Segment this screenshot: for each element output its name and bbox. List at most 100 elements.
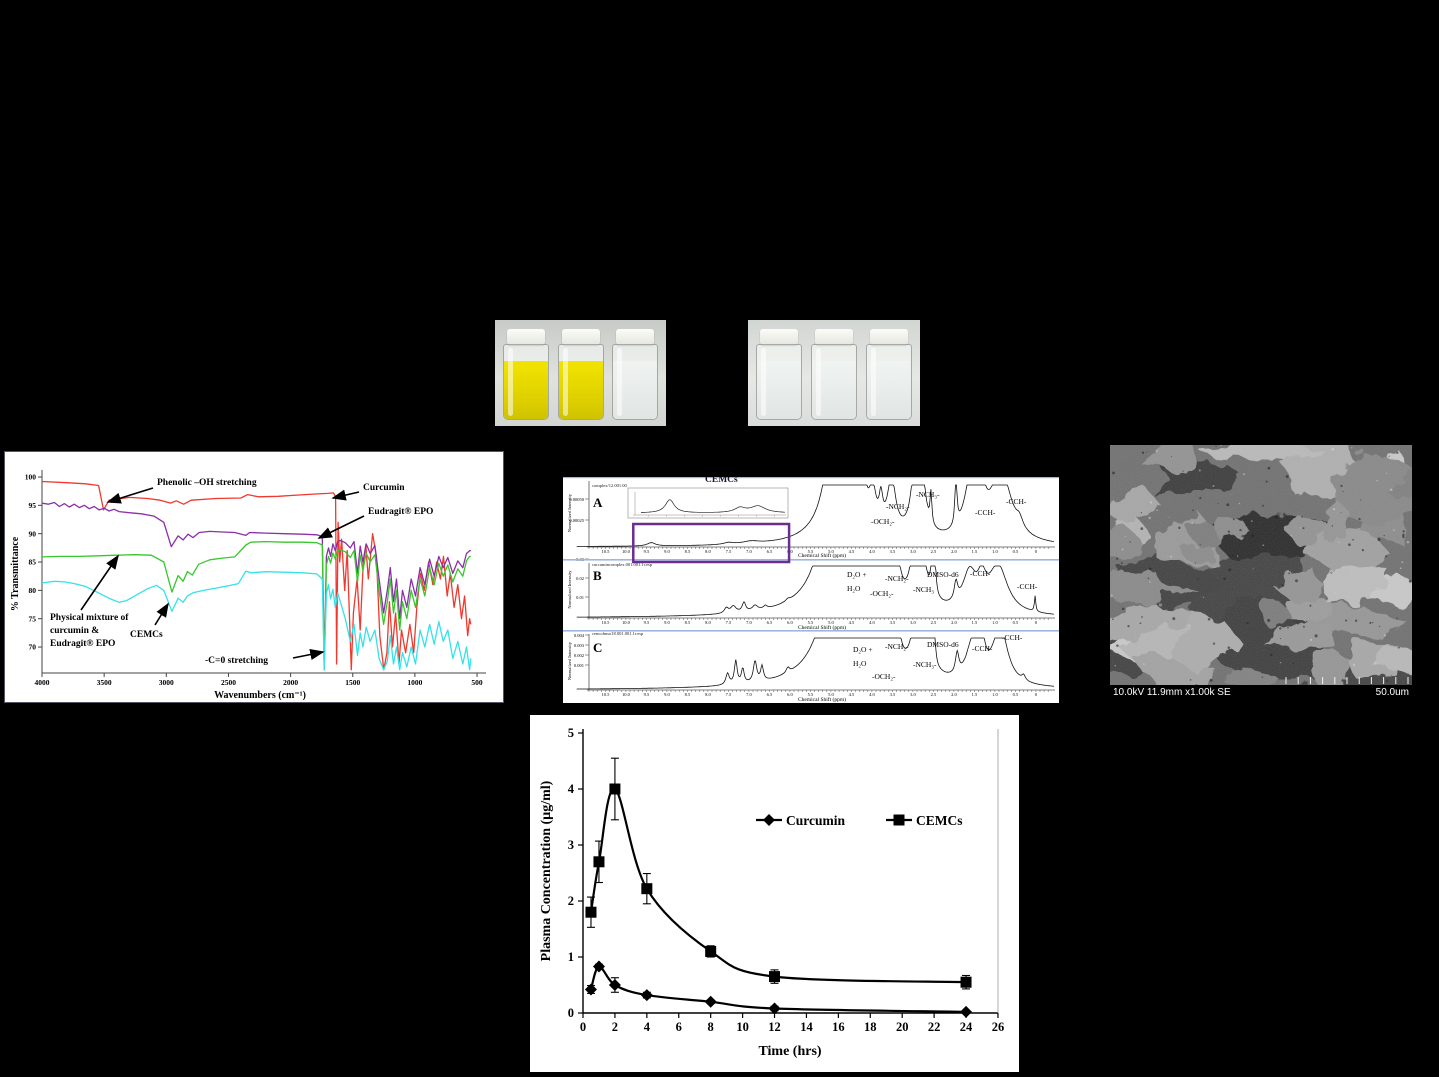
sem-scale-label: 50.0um [1375,687,1409,698]
diamond-marker-icon [763,814,775,826]
nmr-peak-label: -CCH- [1006,497,1027,506]
plasma-xtick: 18 [864,1020,877,1034]
nmr-xtick: 7.0 [746,549,752,554]
plasma-ytick: 3 [568,838,574,852]
nmr-xtick: 7.0 [746,692,752,697]
nmr-xtick: 6.5 [767,692,773,697]
annotation-arrow-icon [154,602,169,626]
nmr-xtick: 5.0 [828,549,834,554]
plasma-series-Curcumin [584,960,973,1018]
nmr-xtick: 4.0 [869,549,875,554]
plasma-xtick: 2 [612,1020,618,1034]
diamond-marker-icon [768,1002,781,1015]
sem-image-panel: 10.0kV 11.9mm x1.00k SE 50.0um [1057,420,1439,711]
nmr-xtick: 8.0 [705,549,711,554]
sem-caption-bar: 10.0kV 11.9mm x1.00k SE 50.0um [1110,685,1412,700]
ftir-ytick: 95 [29,501,37,510]
vial-cap [815,329,853,345]
ftir-series-3 [41,570,472,671]
nmr-xtick: 9.5 [644,692,650,697]
ftir-annotation-text: curcumin & [50,626,99,636]
plasma-legend-label: Curcumin [786,813,846,828]
vial [755,329,803,421]
ftir-ytick: 80 [29,586,37,595]
plasma-ytick: 0 [568,1006,574,1020]
ftir-xtick: 3000 [159,678,174,687]
nmr-xtick: 6.0 [787,620,793,625]
vial-glass [502,344,549,420]
nmr-xtick: 1.5 [972,692,978,697]
nmr-spectrum-C [576,637,1054,690]
vial [502,329,550,421]
vial [865,329,913,421]
vial-liquid-clear [867,361,911,419]
diamond-marker-icon [960,1005,973,1018]
nmr-ytick: 0.01 [576,595,584,600]
nmr-xlabel: Chemical Shift (ppm) [798,624,846,631]
ftir-ytick: 75 [29,614,37,623]
nmr-title-fragment: CEMCs [705,477,738,485]
plasma-legend-label: CEMCs [916,813,963,828]
nmr-peak-label: -CCH- [1017,582,1038,591]
nmr-xtick: 0 [1035,692,1038,697]
nmr-xtick: 5.0 [828,620,834,625]
nmr-xlabel: Chemical Shift (ppm) [798,552,846,559]
annotation-arrow-icon [106,487,154,504]
nmr-xtick: 2.5 [931,620,937,625]
nmr-peak-label: -CCH- [970,569,991,578]
nmr-ylabel: Normalized Intensity [567,570,572,609]
diamond-marker-icon [608,979,621,991]
plasma-ytick: 2 [568,894,574,908]
nmr-xtick: 5.0 [828,692,834,697]
nmr-panel-B: 10.5 10.0 9.5 9.0 8.5 8.0 7.5 7.0 6.5 6.0 5.5 5.0 4.… [567,557,1055,631]
vial [611,329,659,421]
nmr-xtick: 7.0 [746,620,752,625]
nmr-xtick: 5.5 [808,620,814,625]
nmr-xtick: 8.5 [685,549,691,554]
square-marker-icon [609,783,621,795]
nmr-panel-letter: C [593,640,602,655]
nmr-peak-label: H₂O [847,584,861,593]
nmr-xtick: 9.5 [644,620,650,625]
nmr-peak-label: D₂O + [847,570,867,579]
vial [557,329,605,421]
nmr-xtick: 8.0 [705,692,711,697]
ftir-ylabel: % Transmittance [10,536,21,611]
nmr-xtick: 1.0 [992,549,998,554]
ftir-xtick: 1000 [407,678,422,687]
plasma-xtick: 24 [960,1020,973,1034]
nmr-ylabel: Normalized Intensity [567,493,572,532]
nmr-xtick: 9.0 [664,620,670,625]
ftir-annotation-0: Phenolic –OH stretching [106,478,257,504]
nmr-xtick: 10.0 [622,620,631,625]
nmr-ytick: 0.003 [574,643,585,648]
nmr-panel-C: 10.5 10.0 9.5 9.0 8.5 8.0 7.5 7.0 6.5 6.0 5.5 5.0 4.… [567,631,1055,703]
plasma-xtick: 6 [676,1020,682,1034]
nmr-xtick: 9.5 [644,549,650,554]
nmr-ytick: 0.00025 [569,518,584,523]
ftir-annotation-text: Physical mixture of [50,613,129,623]
annotation-arrow-icon [292,649,325,661]
ftir-ytick: 90 [29,529,37,538]
vial-liquid-clear [613,361,658,419]
annotation-arrow-icon [317,515,365,539]
nmr-peak-label: -CCH- [972,644,993,653]
nmr-xtick: 3.0 [910,620,916,625]
plasma-xtick: 4 [644,1020,651,1034]
nmr-peak-label: -CCH- [975,508,996,517]
square-marker-icon [705,945,717,957]
diamond-marker-icon [592,960,605,973]
square-marker-icon [585,906,597,918]
nmr-xtick: 4.5 [849,692,855,697]
sem-image-svg [1057,420,1439,711]
nmr-panel-A: 10.5 10.0 9.5 9.0 8.5 8.0 7.5 7.0 6.5 6.0 5.5 5.0 4.… [567,481,1055,559]
ftir-xtick: 3500 [97,678,112,687]
nmr-ytick: 0.002 [574,653,584,658]
square-marker-icon [960,976,972,988]
plasma-legend: Curcumin CEMCs [756,813,963,828]
plasma-ylabel: Plasma Concentration (µg/ml) [539,780,554,961]
plasma-ytick: 5 [568,726,574,740]
vial-liquid-yellow [503,361,548,419]
